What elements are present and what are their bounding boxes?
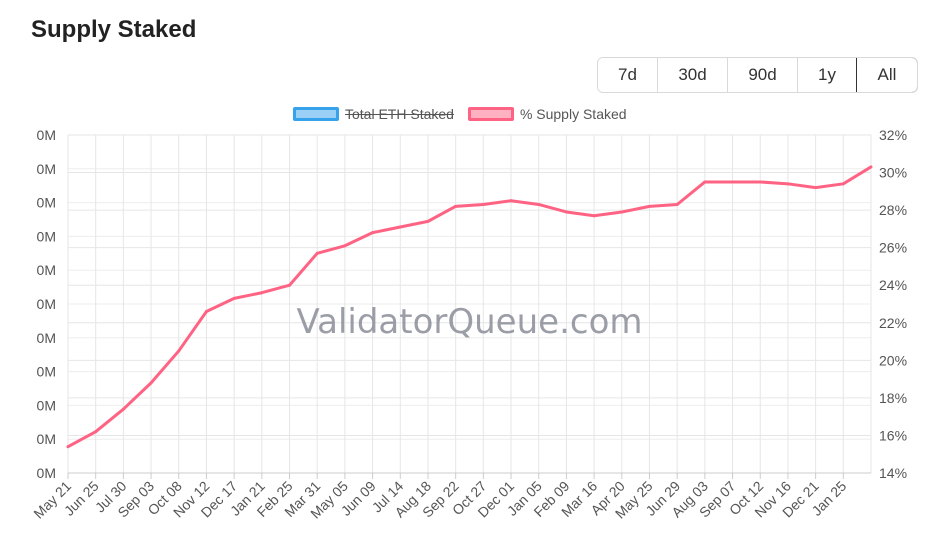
data-point — [647, 204, 651, 208]
data-point — [371, 231, 375, 235]
left-tick-label: 0M — [37, 262, 56, 278]
right-axis-ticks: 14% 16% 18% 20% 22% 24% 26% 28% 30% 32% — [879, 127, 907, 481]
left-axis-ticks: 0M 0M 0M 0M 0M 0M 0M 0M 0M 0M 0M — [37, 127, 56, 481]
chart-grid — [67, 134, 872, 479]
left-tick-label: 0M — [37, 431, 56, 447]
data-point — [454, 204, 458, 208]
right-tick-label: 32% — [879, 127, 907, 143]
range-30d-button[interactable]: 30d — [658, 58, 728, 92]
legend-item-total-eth-staked[interactable]: Total ETH Staked — [293, 106, 454, 122]
data-point — [315, 251, 319, 255]
left-tick-label: 0M — [37, 161, 56, 177]
left-tick-label: 0M — [37, 397, 56, 413]
range-90d-button[interactable]: 90d — [728, 58, 798, 92]
right-tick-label: 18% — [879, 390, 907, 406]
data-point — [841, 182, 845, 186]
right-tick-label: 16% — [879, 427, 907, 443]
data-point — [509, 199, 513, 203]
data-point — [537, 202, 541, 206]
legend-swatch-total — [293, 107, 339, 121]
range-7d-button[interactable]: 7d — [598, 58, 658, 92]
data-point — [564, 210, 568, 214]
data-point — [260, 291, 264, 295]
data-point — [758, 180, 762, 184]
time-range-selector: 7d 30d 90d 1y All — [597, 57, 918, 93]
left-tick-label: 0M — [37, 364, 56, 380]
right-tick-label: 26% — [879, 240, 907, 256]
left-tick-label: 0M — [37, 465, 56, 481]
right-tick-label: 24% — [879, 277, 907, 293]
data-point — [343, 244, 347, 248]
data-point — [121, 407, 125, 411]
data-point — [869, 165, 873, 169]
left-tick-label: 0M — [37, 127, 56, 143]
data-point — [398, 225, 402, 229]
page-title: Supply Staked — [31, 16, 197, 43]
range-all-button[interactable]: All — [856, 58, 917, 92]
data-point — [592, 214, 596, 218]
left-tick-label: 0M — [37, 195, 56, 211]
legend-swatch-pct — [467, 107, 514, 121]
data-point — [731, 180, 735, 184]
data-point — [177, 349, 181, 353]
series-layer — [66, 165, 873, 449]
right-tick-label: 20% — [879, 352, 907, 368]
data-point — [288, 283, 292, 287]
right-tick-label: 30% — [879, 165, 907, 181]
data-point — [703, 180, 707, 184]
data-point — [675, 202, 679, 206]
data-point — [426, 219, 430, 223]
legend-label-total: Total ETH Staked — [345, 106, 454, 122]
data-point — [786, 182, 790, 186]
series-line-supply-staked — [67, 165, 872, 449]
right-tick-label: 14% — [879, 465, 907, 481]
legend-item-supply-staked[interactable]: % Supply Staked — [467, 106, 627, 122]
data-point — [149, 381, 153, 385]
data-point — [66, 445, 70, 449]
left-tick-label: 0M — [37, 228, 56, 244]
legend-label-pct: % Supply Staked — [519, 106, 627, 122]
data-point — [481, 202, 485, 206]
left-tick-label: 0M — [37, 330, 56, 346]
data-point — [204, 310, 208, 314]
right-tick-label: 28% — [879, 202, 907, 218]
chart-legend: Total ETH Staked % Supply Staked — [293, 106, 633, 122]
data-point — [232, 296, 236, 300]
watermark-text: ValidatorQueue.com — [297, 302, 643, 342]
left-tick-label: 0M — [37, 296, 56, 312]
data-point — [94, 430, 98, 434]
right-tick-label: 22% — [879, 315, 907, 331]
data-point — [620, 210, 624, 214]
data-point — [814, 186, 818, 190]
range-1y-button[interactable]: 1y — [798, 58, 857, 92]
